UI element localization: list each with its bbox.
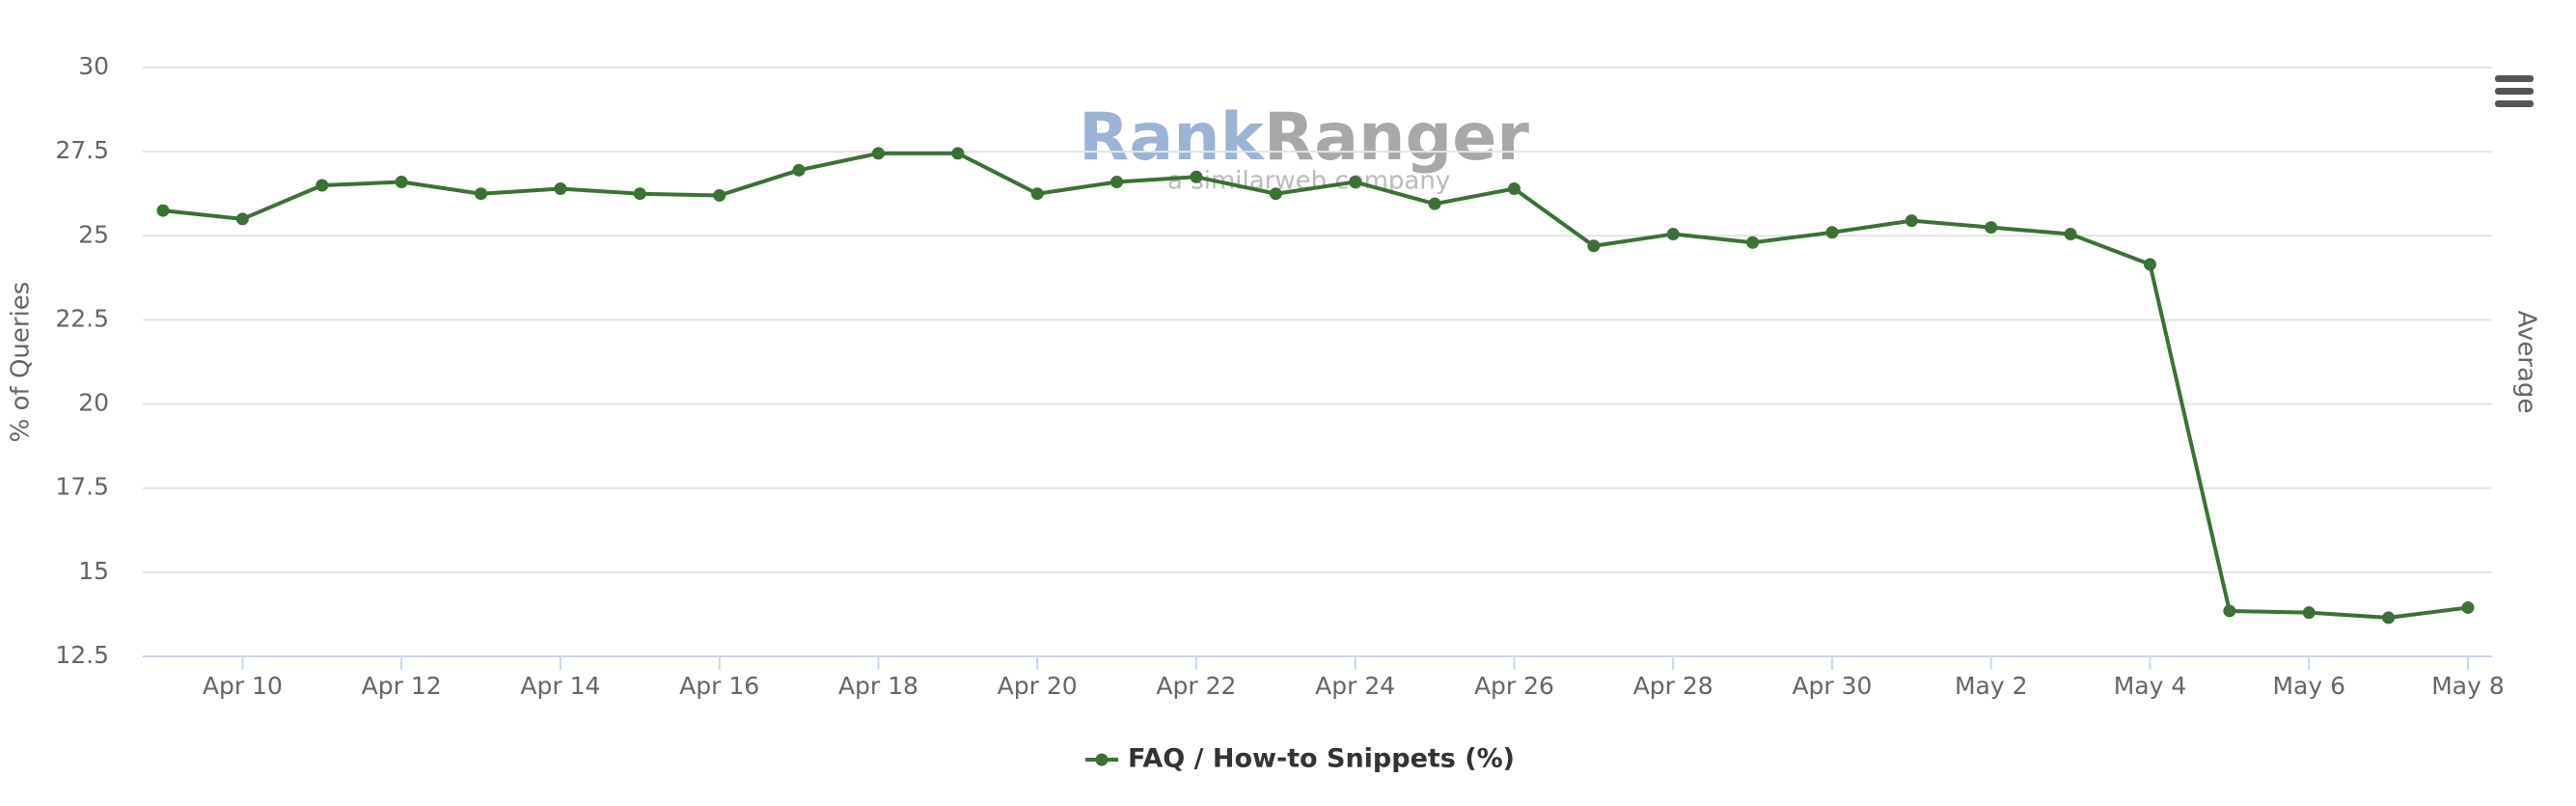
data-point xyxy=(1507,181,1521,195)
data-point xyxy=(951,147,965,160)
data-point xyxy=(2302,606,2316,620)
y-tick-label: 22.5 xyxy=(55,304,109,332)
x-tick-label: Apr 12 xyxy=(362,672,442,700)
y-tick-label: 30 xyxy=(78,52,109,80)
x-tick-label: May 4 xyxy=(2114,672,2187,700)
data-point xyxy=(235,212,249,226)
data-point xyxy=(1825,226,1839,239)
data-point xyxy=(1269,187,1282,201)
data-point xyxy=(554,181,567,195)
x-tick-label: May 2 xyxy=(1955,672,2028,700)
y-tick-label: 17.5 xyxy=(55,473,109,501)
data-point xyxy=(871,147,885,160)
menu-bar xyxy=(2495,75,2534,82)
x-tick-label: Apr 26 xyxy=(1474,672,1554,700)
data-point xyxy=(1030,187,1044,201)
menu-bar xyxy=(2495,100,2534,107)
data-point xyxy=(633,187,646,201)
data-point xyxy=(1587,239,1601,253)
x-tick-label: Apr 22 xyxy=(1156,672,1236,700)
data-point xyxy=(1666,228,1680,241)
data-point xyxy=(1985,221,1998,235)
data-point xyxy=(2143,258,2156,271)
data-point xyxy=(2382,611,2396,625)
data-point xyxy=(475,187,488,201)
data-point xyxy=(1190,170,1203,183)
y-tick-label: 15 xyxy=(78,557,109,585)
data-point xyxy=(1110,176,1124,189)
legend-label: FAQ / How-to Snippets (%) xyxy=(1128,744,1515,774)
data-point xyxy=(1428,197,1441,210)
data-point xyxy=(395,176,408,189)
x-tick-label: May 8 xyxy=(2431,672,2505,700)
x-tick-label: Apr 30 xyxy=(1792,672,1872,700)
watermark: RankRanger xyxy=(1079,99,1529,176)
data-point xyxy=(1905,214,1918,228)
legend-marker xyxy=(1095,753,1109,766)
y-tick-label: 27.5 xyxy=(55,136,109,164)
x-tick-label: Apr 16 xyxy=(679,672,759,700)
y-tick-label: 12.5 xyxy=(55,641,109,669)
watermark-word: Ranger xyxy=(1264,99,1529,176)
x-tick-label: May 6 xyxy=(2272,672,2345,700)
watermark-word: Rank xyxy=(1079,99,1266,176)
y-tick-label: 20 xyxy=(78,389,109,417)
x-tick-label: Apr 20 xyxy=(998,672,1078,700)
menu-bar xyxy=(2495,88,2534,95)
data-point xyxy=(2064,228,2077,241)
data-point xyxy=(156,204,170,217)
data-point xyxy=(315,179,329,192)
x-tick-label: Apr 28 xyxy=(1633,672,1713,700)
x-tick-label: Apr 10 xyxy=(203,672,283,700)
y-axis-title: % of Queries xyxy=(7,282,36,443)
data-point xyxy=(1349,176,1362,189)
data-point xyxy=(792,163,806,177)
x-tick-label: Apr 14 xyxy=(520,672,600,700)
menu-icon[interactable] xyxy=(2495,75,2534,107)
data-point xyxy=(2461,600,2475,614)
y-tick-label: 25 xyxy=(78,220,109,248)
x-tick-label: Apr 24 xyxy=(1315,672,1395,700)
y2-axis-title: Average xyxy=(2512,311,2541,414)
data-point xyxy=(1746,236,1760,249)
x-tick-label: Apr 18 xyxy=(838,672,918,700)
data-point xyxy=(713,188,726,202)
series-line xyxy=(162,151,2469,620)
data-point xyxy=(2223,604,2236,618)
